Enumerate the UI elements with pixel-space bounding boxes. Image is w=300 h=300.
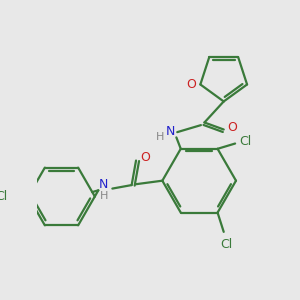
Text: Cl: Cl xyxy=(220,238,232,251)
Text: Cl: Cl xyxy=(0,190,7,203)
Text: H: H xyxy=(155,131,164,142)
Text: O: O xyxy=(140,152,150,164)
Text: N: N xyxy=(99,178,108,191)
Text: H: H xyxy=(99,191,108,202)
Text: O: O xyxy=(227,121,237,134)
Text: Cl: Cl xyxy=(239,135,252,148)
Text: O: O xyxy=(187,78,196,91)
Text: N: N xyxy=(166,125,175,138)
